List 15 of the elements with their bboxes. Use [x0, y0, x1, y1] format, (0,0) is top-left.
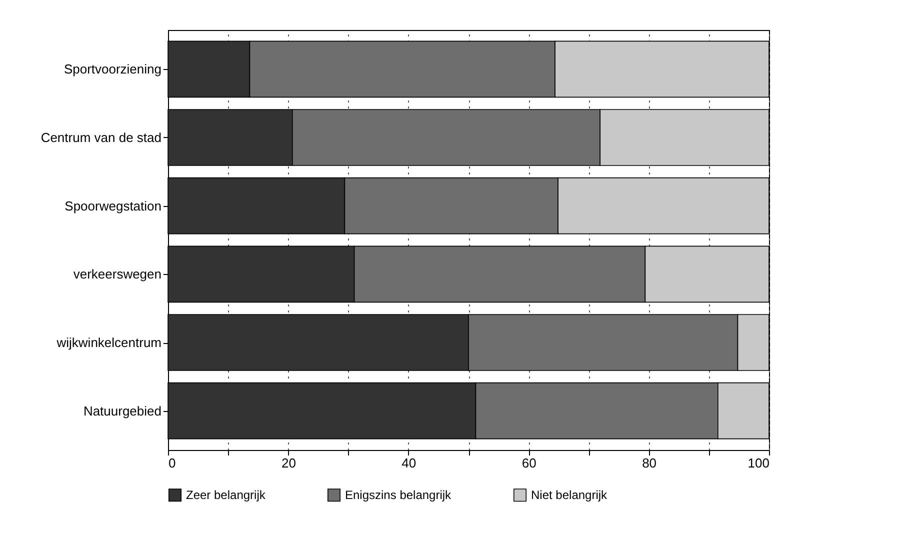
x-tick-label: 20: [281, 456, 296, 470]
legend-label: Zeer belangrijk: [186, 488, 266, 502]
x-tick-label: 100: [748, 456, 770, 470]
x-tick-label: 40: [402, 456, 416, 470]
legend-label: Niet belangrijk: [531, 488, 608, 502]
y-tick-label: Spoorwegstation: [64, 198, 162, 214]
y-tick-label: Sportvoorziening: [64, 62, 162, 77]
x-tick-label: 80: [642, 456, 657, 470]
y-tick-label: Centrum van de stad: [40, 130, 162, 145]
y-tick-label: wijkwinkelcentrum: [56, 335, 162, 350]
x-tick-label: 0: [168, 456, 176, 470]
x-tick-label: 60: [522, 456, 536, 470]
legend-label: Enigszins belangrijk: [345, 488, 452, 502]
y-tick-label: verkeerswegen: [73, 266, 162, 282]
y-tick-label: Natuurgebied: [83, 403, 162, 418]
